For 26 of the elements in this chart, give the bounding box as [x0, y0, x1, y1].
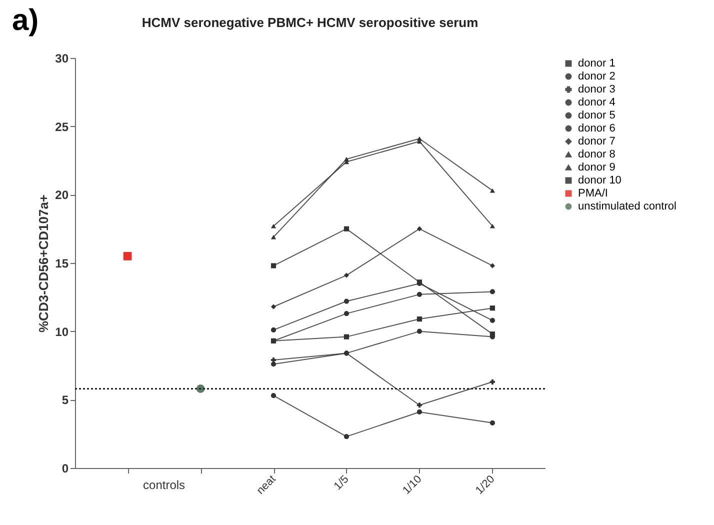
y-tick-label: 15	[55, 256, 69, 270]
legend-label: donor 10	[578, 174, 622, 186]
y-tick-label: 20	[55, 188, 69, 202]
legend-label: donor 9	[578, 162, 616, 174]
y-tick-label: 25	[55, 120, 69, 134]
legend-label: PMA/I	[578, 188, 608, 200]
legend-label: donor 8	[578, 148, 616, 160]
y-tick-label: 5	[62, 393, 69, 408]
legend-label: donor 3	[578, 84, 616, 96]
legend-label: donor 4	[578, 96, 616, 108]
legend-label: donor 6	[578, 122, 616, 134]
legend-label: donor 2	[578, 70, 616, 82]
legend-label: donor 7	[578, 136, 616, 148]
x-tick-label: 1/10	[400, 473, 424, 497]
y-axis-title: %CD3-CD56+CD107a+	[36, 194, 52, 333]
x-tick-label: 1/20	[474, 473, 498, 497]
y-tick-label: 30	[55, 52, 69, 66]
y-tick-label: 0	[62, 462, 69, 476]
chart-title: HCMV seronegative PBMC+ HCMV seropositive serum	[142, 15, 478, 30]
text: controls	[143, 478, 186, 492]
y-tick-label: 10	[55, 324, 69, 339]
legend-label: donor 5	[578, 110, 616, 122]
legend-label: donor 1	[578, 58, 616, 70]
text: a)	[12, 4, 39, 38]
legend-label: unstimulated control	[578, 200, 676, 212]
x-tick-label: 1/5	[332, 473, 352, 493]
